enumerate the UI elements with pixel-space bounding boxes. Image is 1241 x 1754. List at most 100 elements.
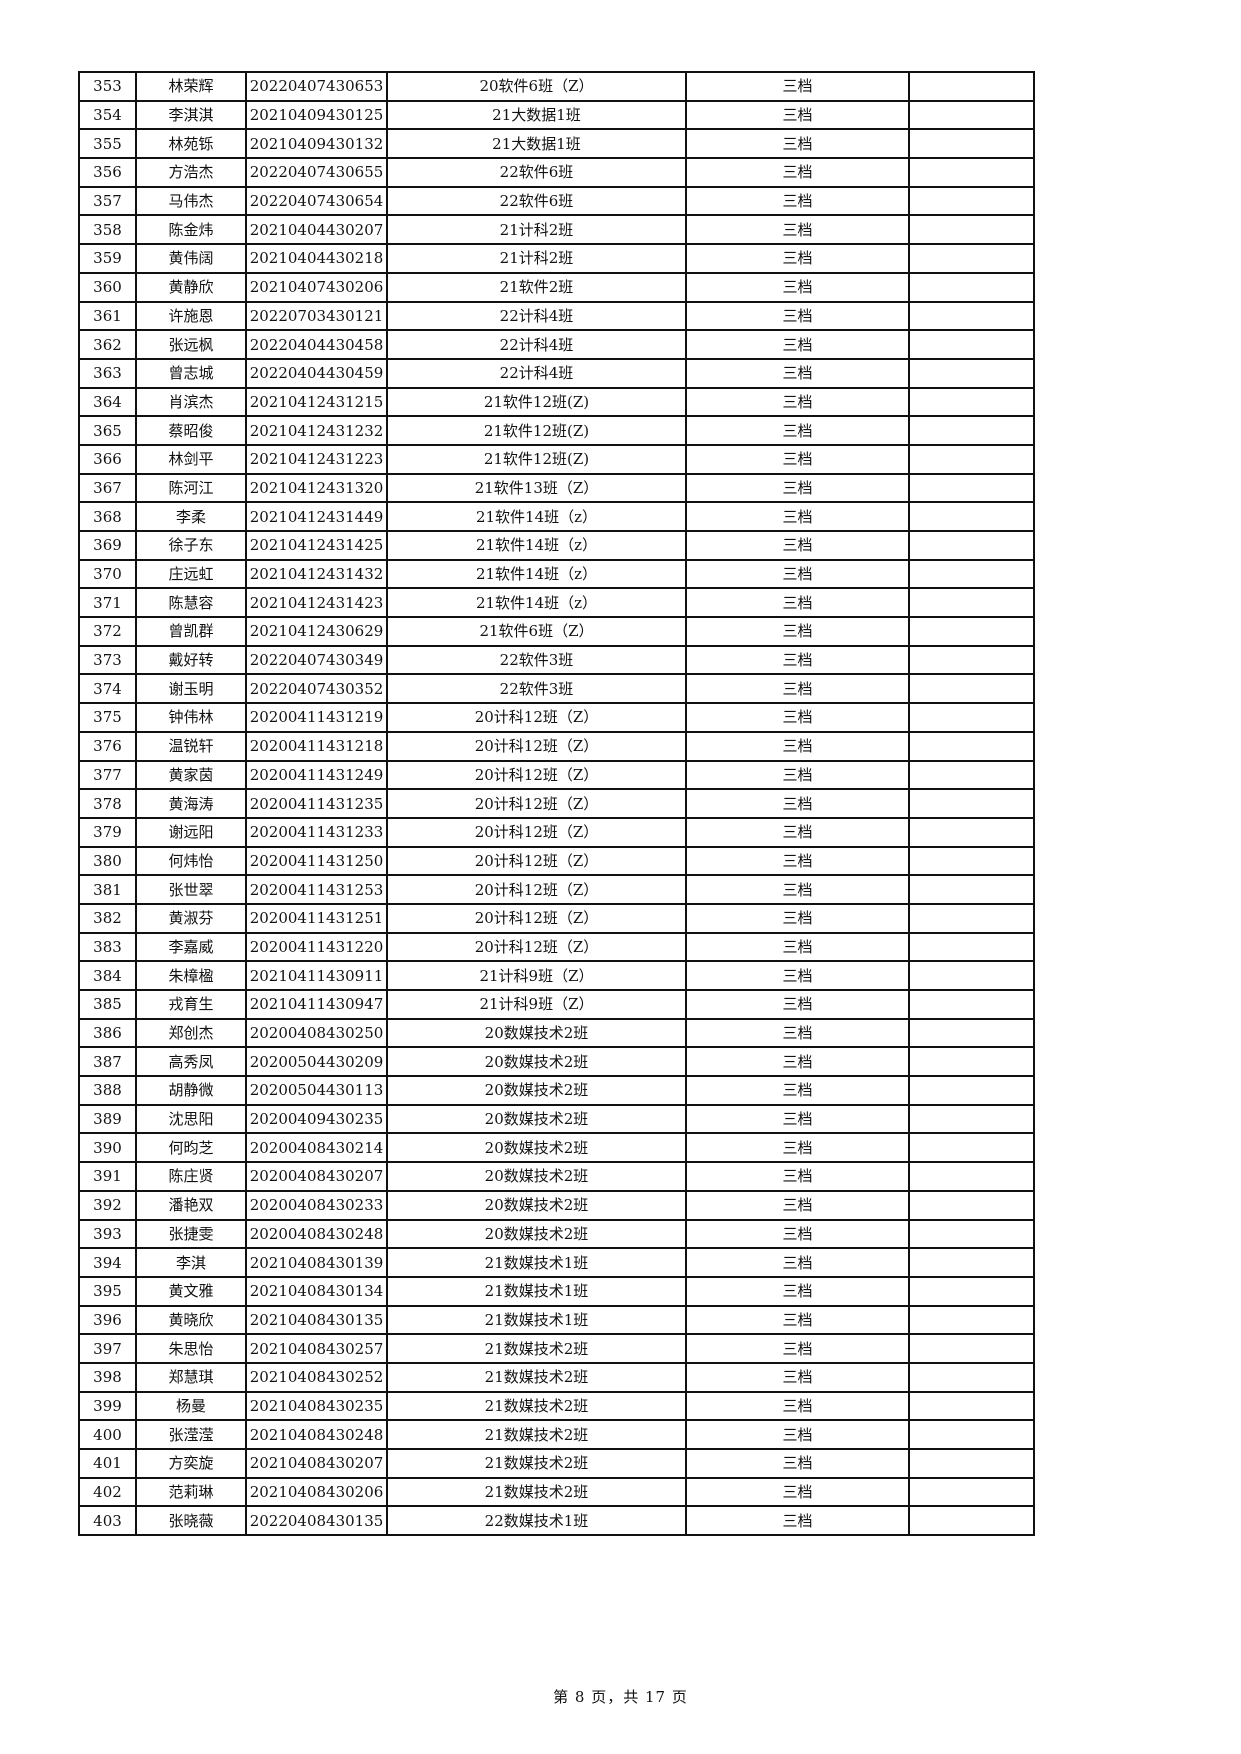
student-id-cell: 20220407430349 xyxy=(245,644,388,676)
student-id-cell: 20210408430207 xyxy=(245,1448,388,1479)
row-number-cell: 387 xyxy=(78,1046,137,1078)
student-id-cell: 20210412431432 xyxy=(245,558,388,590)
row-number-cell: 397 xyxy=(78,1333,137,1364)
student-name-cell: 朱思怡 xyxy=(135,1333,247,1364)
remark-cell xyxy=(908,1218,1035,1250)
class-name-cell: 21软件14班（z） xyxy=(386,530,687,561)
table-row: 392 潘艳双 20200408430233 20数媒技术2班 三档 xyxy=(78,1189,1035,1221)
remark-cell xyxy=(908,587,1035,619)
student-id-cell: 20200408430248 xyxy=(245,1218,388,1250)
table-row: 374 谢玉明 20220407430352 22软件3班 三档 xyxy=(78,673,1035,705)
remark-cell xyxy=(908,644,1035,676)
student-name-cell: 郑创杰 xyxy=(135,1017,247,1049)
row-number-cell: 368 xyxy=(78,501,137,532)
grade-level-cell: 三档 xyxy=(685,128,910,160)
grade-level-cell: 三档 xyxy=(685,730,910,762)
table-row: 356 方浩杰 20220407430655 22软件6班 三档 xyxy=(78,157,1035,188)
grade-level-cell: 三档 xyxy=(685,1017,910,1049)
table-row: 376 温锐轩 20200411431218 20计科12班（Z） 三档 xyxy=(78,730,1035,762)
row-number-cell: 367 xyxy=(78,472,137,504)
class-name-cell: 21计科2班 xyxy=(386,214,687,246)
table-row: 395 黄文雅 20210408430134 21数媒技术1班 三档 xyxy=(78,1275,1035,1307)
student-name-cell: 张捷雯 xyxy=(135,1218,247,1250)
row-number-cell: 356 xyxy=(78,157,137,188)
class-name-cell: 20数媒技术2班 xyxy=(386,1103,687,1135)
class-name-cell: 21计科9班（Z） xyxy=(386,960,687,991)
class-name-cell: 21数媒技术2班 xyxy=(386,1448,687,1479)
table-row: 357 马伟杰 20220407430654 22软件6班 三档 xyxy=(78,185,1035,217)
row-number-cell: 385 xyxy=(78,989,137,1020)
remark-cell xyxy=(908,845,1035,877)
table-row: 403 张晓薇 20220408430135 22数媒技术1班 三档 xyxy=(78,1505,1035,1537)
student-name-cell: 戎育生 xyxy=(135,989,247,1020)
row-number-cell: 389 xyxy=(78,1103,137,1135)
student-name-cell: 肖滨杰 xyxy=(135,386,247,418)
class-name-cell: 20数媒技术2班 xyxy=(386,1075,687,1106)
table-row: 364 肖滨杰 20210412431215 21软件12班(Z) 三档 xyxy=(78,386,1035,418)
table-row: 367 陈河江 20210412431320 21软件13班（Z） 三档 xyxy=(78,472,1035,504)
remark-cell xyxy=(908,1275,1035,1307)
student-name-cell: 黄伟阔 xyxy=(135,243,247,274)
student-name-cell: 张远枫 xyxy=(135,329,247,360)
class-name-cell: 21数媒技术2班 xyxy=(386,1333,687,1364)
grade-level-cell: 三档 xyxy=(685,1247,910,1278)
table-row: 388 胡静微 20200504430113 20数媒技术2班 三档 xyxy=(78,1075,1035,1106)
student-name-cell: 张世翠 xyxy=(135,874,247,905)
grade-level-cell: 三档 xyxy=(685,1161,910,1192)
remark-cell xyxy=(908,1075,1035,1106)
remark-cell xyxy=(908,931,1035,963)
class-name-cell: 21数媒技术2班 xyxy=(386,1361,687,1393)
class-name-cell: 21数媒技术1班 xyxy=(386,1247,687,1278)
student-name-cell: 黄晓欣 xyxy=(135,1304,247,1336)
class-name-cell: 21软件14班（z） xyxy=(386,558,687,590)
student-id-cell: 20200411431253 xyxy=(245,874,388,905)
student-id-cell: 20210409430132 xyxy=(245,128,388,160)
row-number-cell: 396 xyxy=(78,1304,137,1336)
class-name-cell: 21软件12班(Z) xyxy=(386,443,687,475)
table-row: 384 朱樟楹 20210411430911 21计科9班（Z） 三档 xyxy=(78,960,1035,991)
row-number-cell: 370 xyxy=(78,558,137,590)
student-id-cell: 20220408430135 xyxy=(245,1505,388,1537)
student-id-cell: 20210408430139 xyxy=(245,1247,388,1278)
remark-cell xyxy=(908,788,1035,819)
grade-level-cell: 三档 xyxy=(685,902,910,934)
grade-level-cell: 三档 xyxy=(685,329,910,360)
grade-level-cell: 三档 xyxy=(685,788,910,819)
grade-level-cell: 三档 xyxy=(685,1189,910,1221)
student-name-cell: 谢玉明 xyxy=(135,673,247,705)
grade-level-cell: 三档 xyxy=(685,300,910,332)
table-row: 358 陈金炜 20210404430207 21计科2班 三档 xyxy=(78,214,1035,246)
table-row: 396 黄晓欣 20210408430135 21数媒技术1班 三档 xyxy=(78,1304,1035,1336)
student-name-cell: 许施恩 xyxy=(135,300,247,332)
row-number-cell: 357 xyxy=(78,185,137,217)
remark-cell xyxy=(908,1132,1035,1164)
table-row: 355 林苑铄 20210409430132 21大数据1班 三档 xyxy=(78,128,1035,160)
row-number-cell: 369 xyxy=(78,530,137,561)
remark-cell xyxy=(908,1333,1035,1364)
student-name-cell: 陈慧容 xyxy=(135,587,247,619)
row-number-cell: 381 xyxy=(78,874,137,905)
student-name-cell: 黄海涛 xyxy=(135,788,247,819)
grade-level-cell: 三档 xyxy=(685,616,910,647)
grade-level-cell: 三档 xyxy=(685,644,910,676)
grade-level-cell: 三档 xyxy=(685,989,910,1020)
grade-level-cell: 三档 xyxy=(685,271,910,303)
grade-level-cell: 三档 xyxy=(685,1505,910,1537)
grade-level-cell: 三档 xyxy=(685,1075,910,1106)
student-id-cell: 20200411431218 xyxy=(245,730,388,762)
class-name-cell: 21计科9班（Z） xyxy=(386,989,687,1020)
remark-cell xyxy=(908,271,1035,303)
table-row: 386 郑创杰 20200408430250 20数媒技术2班 三档 xyxy=(78,1017,1035,1049)
student-name-cell: 沈思阳 xyxy=(135,1103,247,1135)
row-number-cell: 363 xyxy=(78,357,137,389)
row-number-cell: 403 xyxy=(78,1505,137,1537)
student-id-cell: 20210412431425 xyxy=(245,530,388,561)
student-id-cell: 20210408430134 xyxy=(245,1275,388,1307)
class-name-cell: 20数媒技术2班 xyxy=(386,1189,687,1221)
grade-level-cell: 三档 xyxy=(685,1419,910,1450)
remark-cell xyxy=(908,816,1035,848)
table-row: 363 曾志城 20220404430459 22计科4班 三档 xyxy=(78,357,1035,389)
table-row: 371 陈慧容 20210412431423 21软件14班（z） 三档 xyxy=(78,587,1035,619)
student-id-cell: 20210412431223 xyxy=(245,443,388,475)
grade-level-cell: 三档 xyxy=(685,71,910,102)
